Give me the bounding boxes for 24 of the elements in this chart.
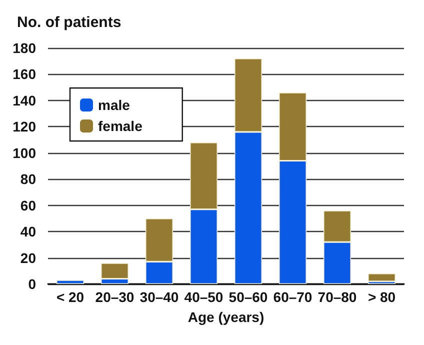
bar [368, 274, 396, 282]
x-axis-title: Age (years) [188, 309, 264, 325]
y-tick-label: 120 [12, 118, 36, 135]
y-tick-label: 100 [12, 144, 36, 161]
y-tick-label: 0 [28, 276, 36, 292]
x-tick-label: < 20 [56, 289, 84, 305]
y-tick-label: 160 [12, 66, 36, 82]
legend-label: female [98, 118, 143, 134]
y-tick-label: 180 [12, 40, 36, 56]
x-tick-label: 60–70 [273, 289, 312, 305]
x-tick-label: 40–50 [184, 289, 224, 305]
y-tick-label: 40 [20, 224, 36, 240]
y-tick-label: 20 [20, 250, 36, 266]
y-tick-label: 140 [12, 92, 36, 108]
x-tick-label: > 80 [368, 289, 396, 305]
x-tick-label: 20–30 [95, 289, 134, 305]
legend-label: male [98, 97, 130, 113]
bar [56, 280, 84, 284]
x-tick-label: 30–40 [140, 289, 179, 305]
y-axis-title: No. of patients [17, 14, 122, 31]
y-tick-label: 80 [20, 171, 36, 188]
x-tick-label: 50–60 [228, 289, 268, 305]
y-tick-label: 60 [20, 197, 36, 214]
x-tick-label: 70–80 [318, 289, 357, 305]
